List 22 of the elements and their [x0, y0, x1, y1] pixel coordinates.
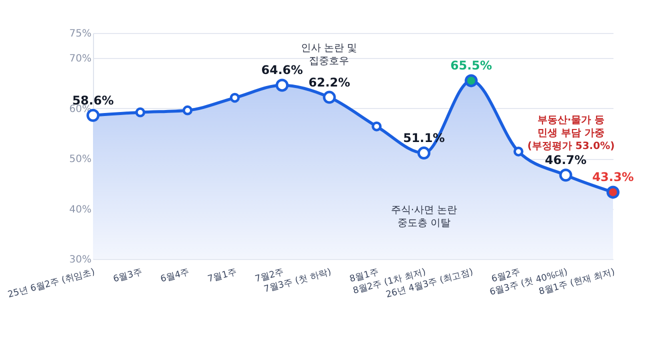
y-tick-label: 50% [69, 154, 92, 166]
data-label: 62.2% [308, 75, 350, 90]
annotation: 부동산·물가 등 민생 부담 가중 (부정평가 53.0%) [527, 115, 615, 152]
y-tick-label: 30% [69, 254, 92, 266]
data-label: 43.3% [592, 170, 634, 184]
point [559, 168, 572, 182]
point [276, 78, 289, 92]
y-tick-label: 75% [69, 28, 92, 40]
point [606, 186, 620, 199]
x-tick-label: 6월3주 [112, 268, 144, 285]
point [417, 146, 430, 160]
annotation: 인사 논란 및 집중호우 [300, 43, 358, 67]
y-tick-label: 40% [69, 204, 92, 216]
data-label: 65.5% [450, 58, 492, 73]
data-label: 64.6% [261, 63, 303, 78]
point [322, 90, 336, 104]
annotation: 주식·사면 논란 중도층 이탈 [390, 205, 458, 229]
point [464, 74, 478, 88]
x-tick-label: 7월1주 [206, 268, 238, 285]
y-tick-label: 70% [69, 54, 92, 65]
data-label: 46.7% [544, 153, 587, 168]
x-tick-label: 6월4주 [160, 268, 191, 285]
